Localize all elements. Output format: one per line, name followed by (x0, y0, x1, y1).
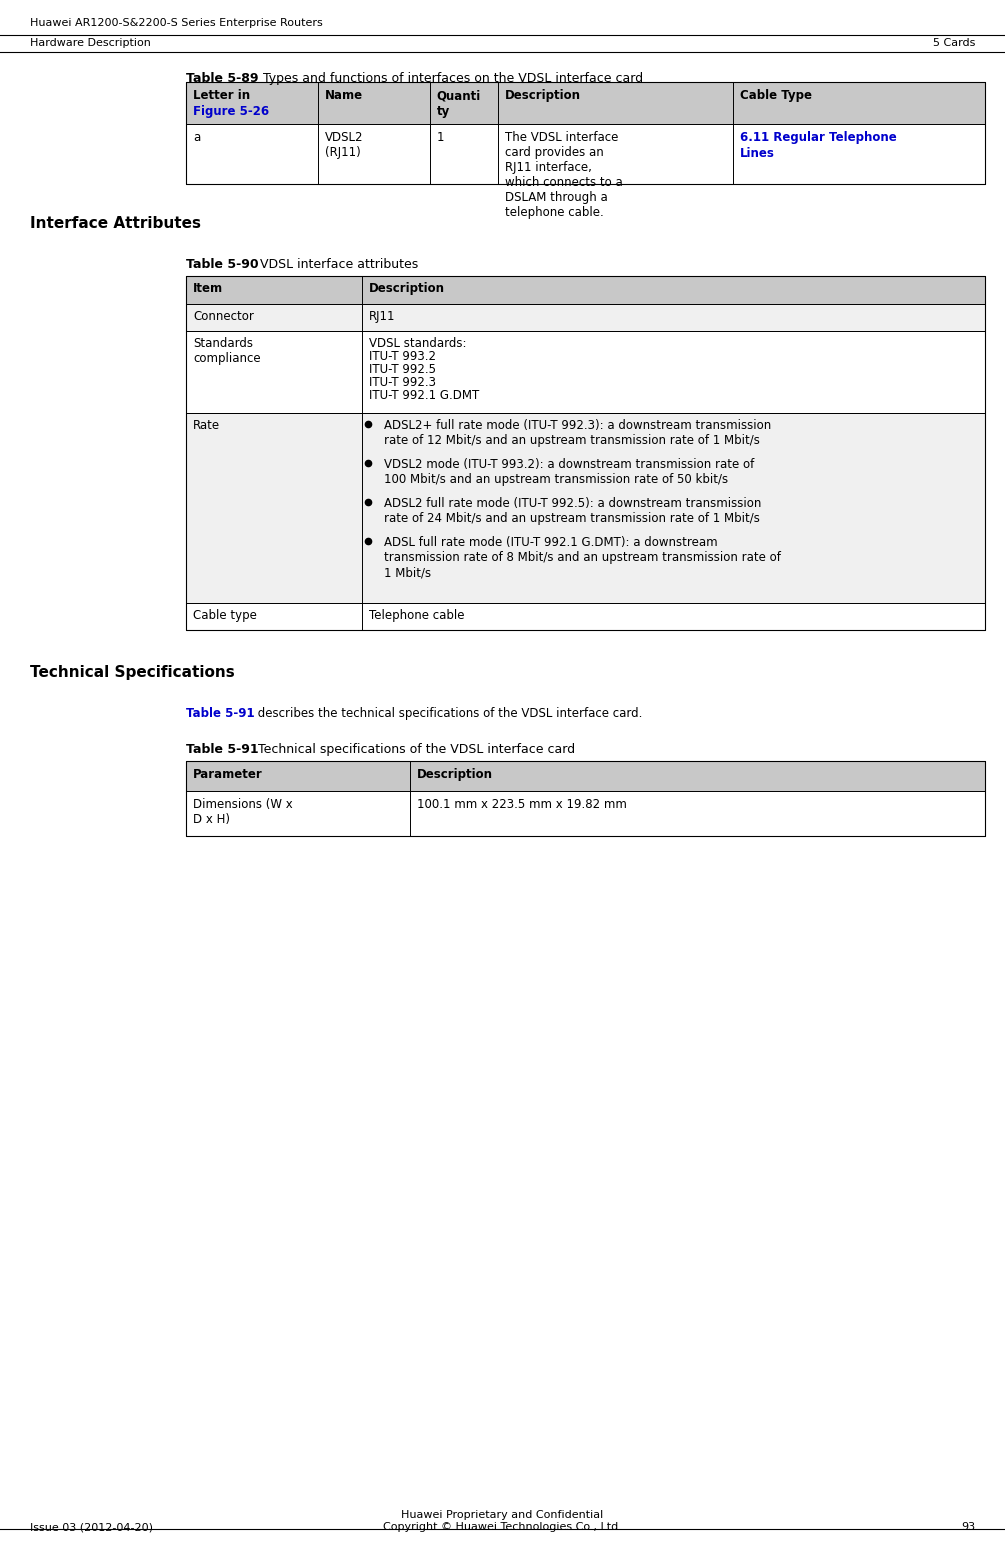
Text: Figure 5-26: Figure 5-26 (193, 105, 269, 118)
Text: Huawei AR1200-S&2200-S Series Enterprise Routers: Huawei AR1200-S&2200-S Series Enterprise… (30, 17, 323, 28)
Text: Table 5-91: Table 5-91 (186, 743, 258, 755)
Text: 6.11 Regular Telephone: 6.11 Regular Telephone (741, 132, 897, 144)
Text: Item: Item (193, 282, 223, 295)
Bar (186, 81, 985, 183)
Bar (186, 791, 985, 837)
Text: Standards
compliance: Standards compliance (193, 337, 260, 365)
Bar (186, 304, 985, 331)
Bar (186, 331, 985, 414)
Text: VDSL interface attributes: VDSL interface attributes (256, 259, 418, 271)
Text: RJ11: RJ11 (369, 310, 395, 323)
Text: Hardware Description: Hardware Description (30, 38, 151, 49)
Text: Table 5-89: Table 5-89 (186, 72, 258, 85)
Text: Telephone cable: Telephone cable (369, 610, 464, 622)
Text: Table 5-91: Table 5-91 (186, 707, 254, 719)
Text: ADSL full rate mode (ITU-T 992.1 G.DMT): a downstream
transmission rate of 8 Mbi: ADSL full rate mode (ITU-T 992.1 G.DMT):… (384, 536, 781, 578)
Text: ITU-T 992.5: ITU-T 992.5 (369, 364, 436, 376)
Text: Cable type: Cable type (193, 610, 257, 622)
Text: 100.1 mm x 223.5 mm x 19.82 mm: 100.1 mm x 223.5 mm x 19.82 mm (417, 798, 626, 812)
Text: The VDSL interface
card provides an
RJ11 interface,
which connects to a
DSLAM th: The VDSL interface card provides an RJ11… (505, 132, 622, 219)
Text: Technical Specifications: Technical Specifications (30, 664, 235, 680)
Bar (186, 276, 985, 630)
Text: a: a (193, 132, 200, 144)
Text: ty: ty (436, 105, 450, 118)
Text: Lines: Lines (741, 147, 775, 160)
Text: Types and functions of interfaces on the VDSL interface card: Types and functions of interfaces on the… (259, 72, 643, 85)
Text: Name: Name (325, 89, 363, 102)
Text: VDSL standards:: VDSL standards: (369, 337, 466, 349)
Text: ITU-T 993.2: ITU-T 993.2 (369, 349, 436, 364)
Text: Letter in: Letter in (193, 89, 250, 102)
Text: Parameter: Parameter (193, 768, 262, 780)
Bar (186, 762, 985, 837)
Text: 93: 93 (961, 1522, 975, 1533)
Text: ITU-T 992.3: ITU-T 992.3 (369, 376, 436, 389)
Text: 1: 1 (436, 132, 444, 144)
Text: Interface Attributes: Interface Attributes (30, 216, 201, 230)
Text: ADSL2+ full rate mode (ITU-T 992.3): a downstream transmission
rate of 12 Mbit/s: ADSL2+ full rate mode (ITU-T 992.3): a d… (384, 418, 771, 447)
Text: VDSL2
(RJ11): VDSL2 (RJ11) (325, 132, 363, 158)
Text: Connector: Connector (193, 310, 254, 323)
Bar (186, 276, 985, 304)
Bar (186, 414, 985, 603)
Text: Rate: Rate (193, 418, 220, 432)
Text: ITU-T 992.1 G.DMT: ITU-T 992.1 G.DMT (369, 389, 479, 403)
Text: Issue 03 (2012-04-20): Issue 03 (2012-04-20) (30, 1522, 153, 1533)
Text: Description: Description (417, 768, 492, 780)
Text: describes the technical specifications of the VDSL interface card.: describes the technical specifications o… (254, 707, 642, 719)
Text: Table 5-90: Table 5-90 (186, 259, 258, 271)
Text: ADSL2 full rate mode (ITU-T 992.5): a downstream transmission
rate of 24 Mbit/s : ADSL2 full rate mode (ITU-T 992.5): a do… (384, 497, 761, 525)
Text: Description: Description (369, 282, 444, 295)
Text: Huawei Proprietary and Confidential
Copyright © Huawei Technologies Co., Ltd.: Huawei Proprietary and Confidential Copy… (383, 1511, 622, 1533)
Text: Description: Description (505, 89, 581, 102)
Text: Technical specifications of the VDSL interface card: Technical specifications of the VDSL int… (254, 743, 575, 755)
Bar (186, 762, 985, 791)
Bar (186, 81, 985, 124)
Text: Quanti: Quanti (436, 89, 480, 102)
Bar (186, 603, 985, 630)
Bar (186, 414, 985, 603)
Text: 5 Cards: 5 Cards (933, 38, 975, 49)
Bar (186, 124, 985, 183)
Text: VDSL2 mode (ITU-T 993.2): a downstream transmission rate of
100 Mbit/s and an up: VDSL2 mode (ITU-T 993.2): a downstream t… (384, 458, 754, 486)
Text: Dimensions (W x
D x H): Dimensions (W x D x H) (193, 798, 292, 826)
Text: Cable Type: Cable Type (741, 89, 812, 102)
Bar (186, 331, 985, 414)
